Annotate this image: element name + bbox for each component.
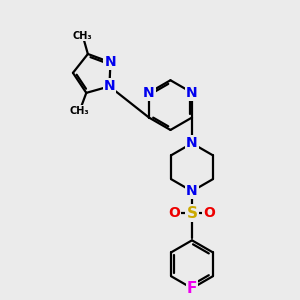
Text: O: O (169, 206, 180, 220)
Text: N: N (143, 86, 155, 100)
Text: F: F (187, 281, 197, 296)
Text: S: S (187, 206, 197, 220)
Text: N: N (186, 184, 198, 198)
Text: N: N (186, 86, 198, 100)
Text: N: N (105, 55, 116, 69)
Text: CH₃: CH₃ (73, 31, 92, 41)
Text: N: N (186, 136, 198, 150)
Text: O: O (204, 206, 215, 220)
Text: CH₃: CH₃ (70, 106, 89, 116)
Text: N: N (103, 80, 115, 93)
